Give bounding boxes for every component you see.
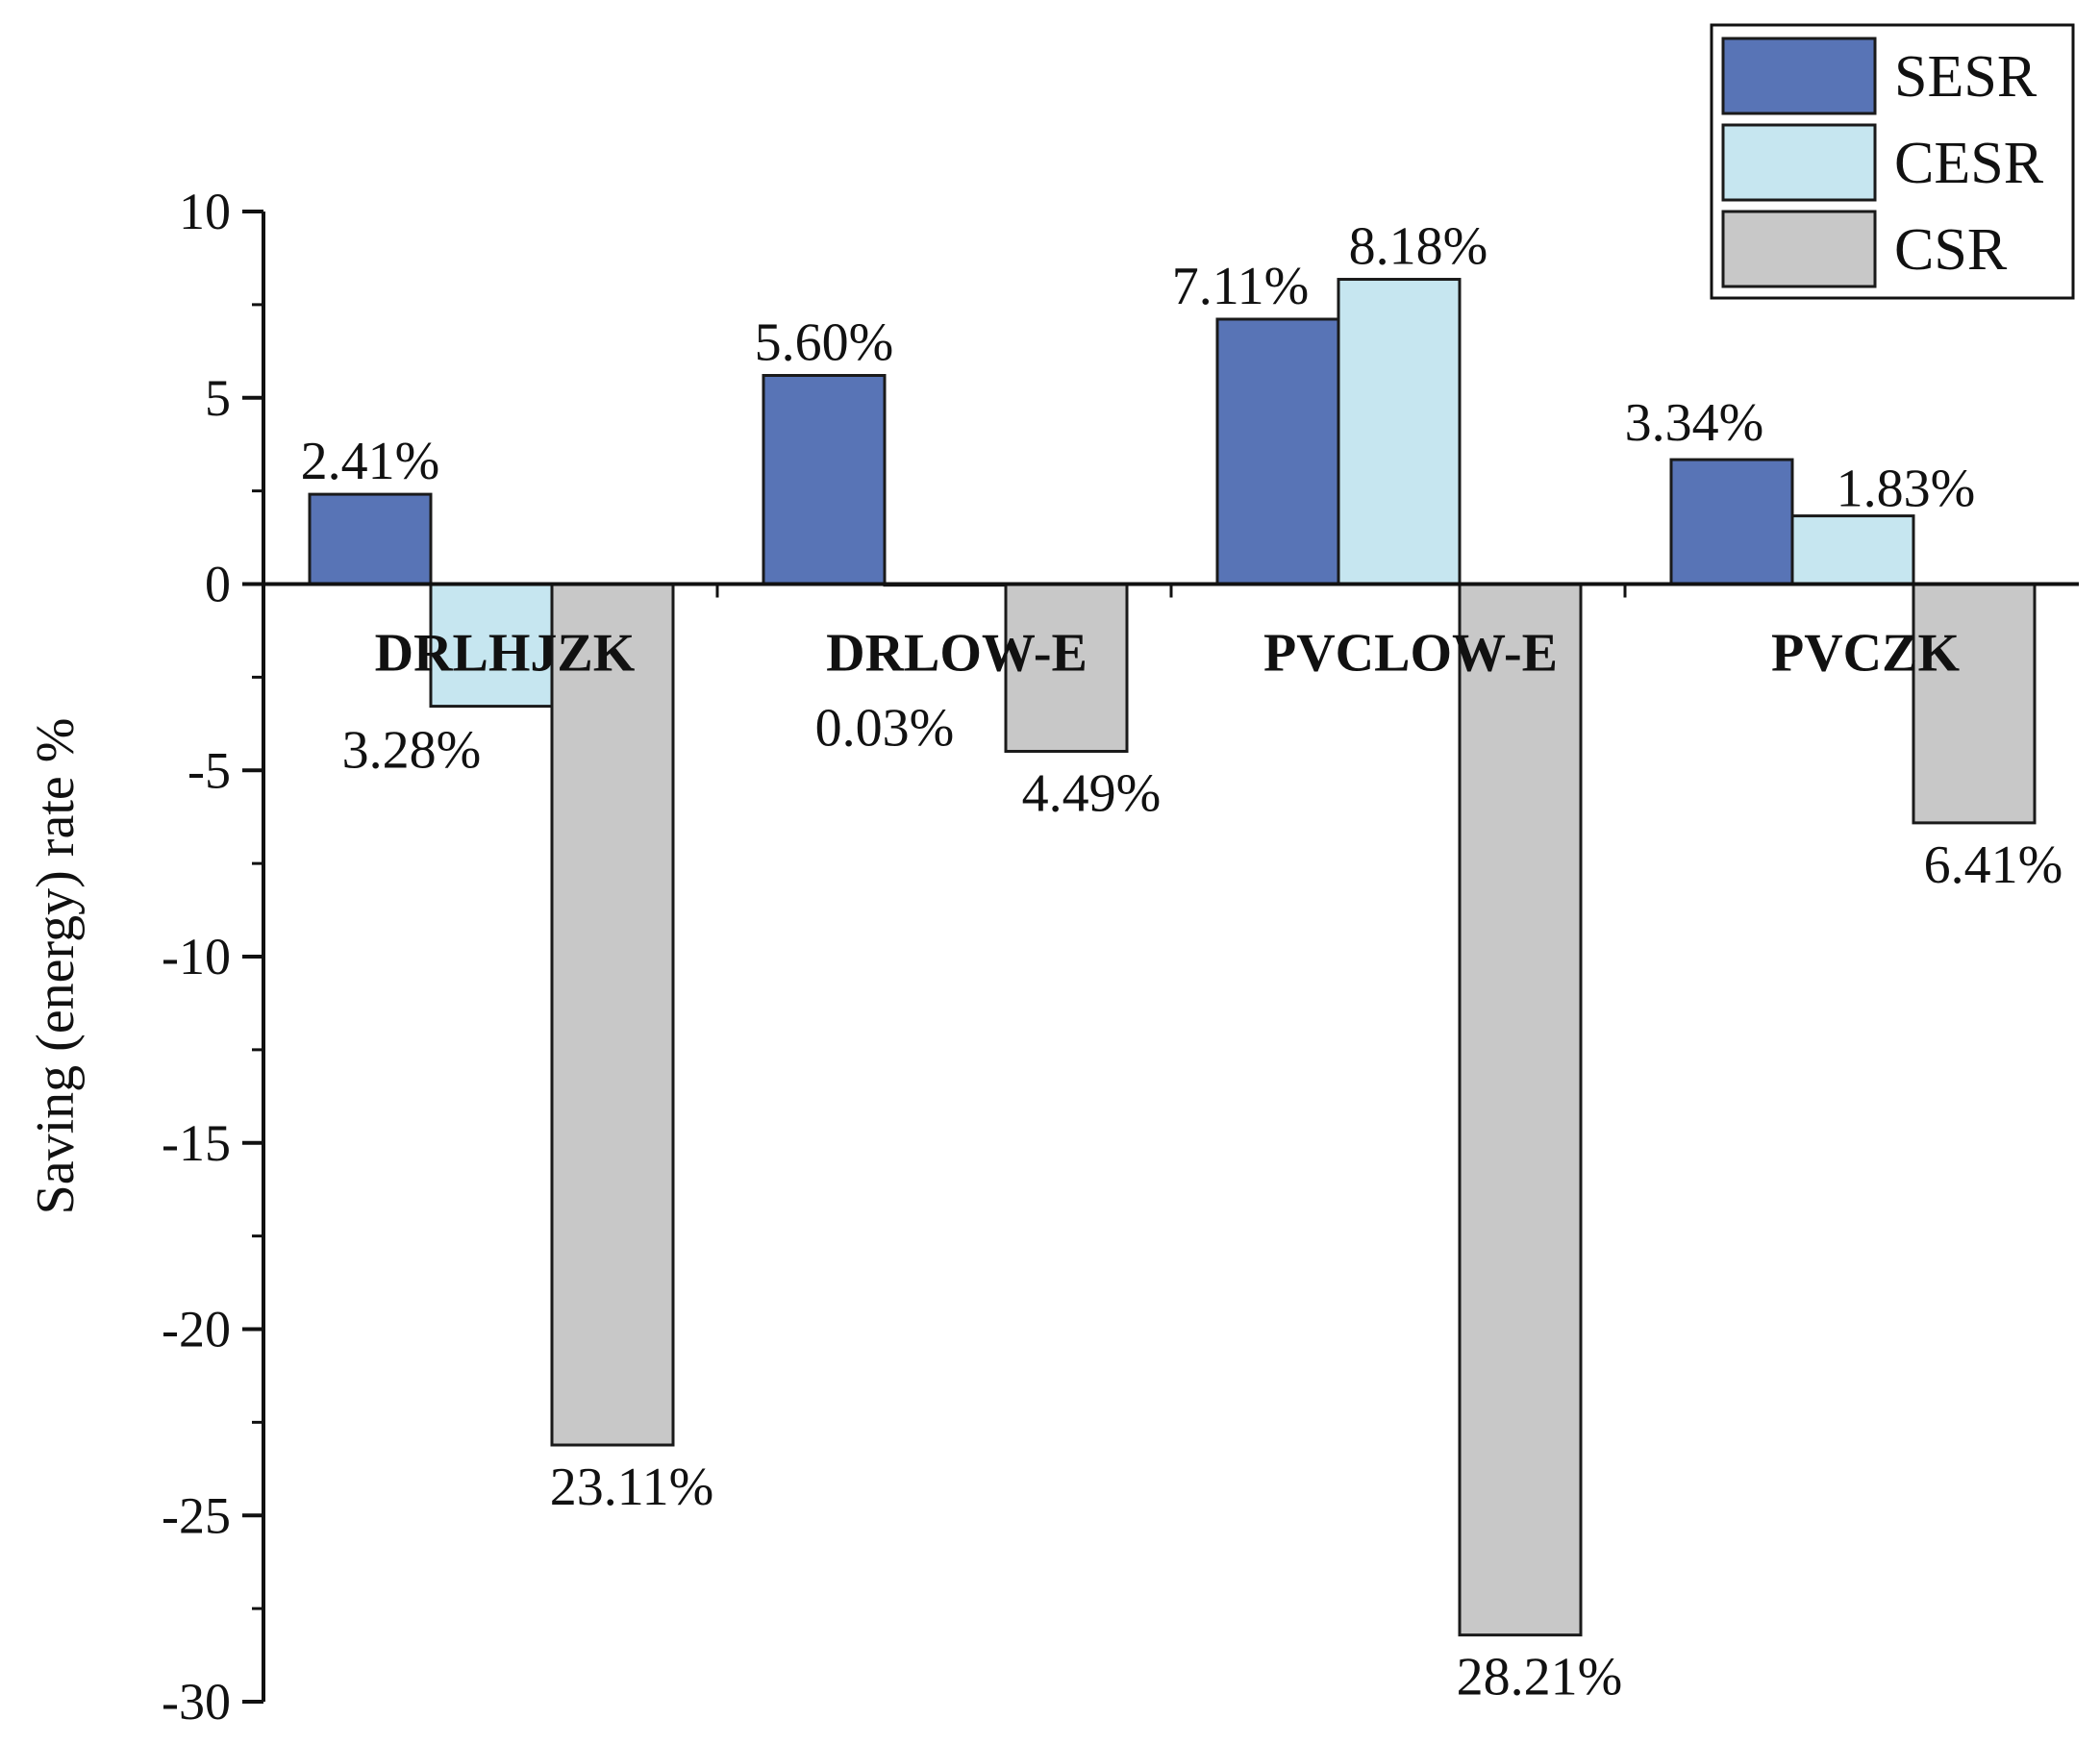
y-tick-label: 0 [205,556,231,613]
data-label-csr-pvclow-e: 28.21% [1457,1648,1623,1707]
bar-csr-drlow-e [1004,583,1129,753]
y-tick-label: 5 [205,369,231,427]
category-label-drlow-e: DRLOW-E [826,624,1088,684]
labels-layer: 2.41% 3.28% 23.11% 5.60% 0.03% 4.49% 7.11% 8.18… [26,183,2062,1731]
legend-swatch-sesr [1721,37,1877,115]
legend-label-cesr: CESR [1894,131,2044,196]
legend-label-csr: CSR [1894,217,2008,283]
bar-sesr-pvclow-e [1215,317,1340,585]
y-axis-title: Saving (energy) rate % [26,718,86,1215]
category-label-pvclow-e: PVCLOW-E [1263,624,1558,684]
data-label-sesr-drlhjzk: 2.41% [301,432,440,491]
legend: SESR CESR CSR [1710,23,2075,300]
data-label-cesr-drlow-e: 0.03% [815,699,955,759]
axes-layer [242,210,2079,1704]
bar-sesr-drlow-e [762,374,887,585]
data-label-csr-drlow-e: 4.49% [1022,763,1162,823]
y-tick-label: -20 [162,1301,231,1358]
legend-label-sesr: SESR [1894,44,2038,110]
bars-layer [308,278,2037,1637]
data-label-sesr-pvclow-e: 7.11% [1172,257,1310,316]
y-tick-label: -15 [162,1114,231,1172]
y-tick-label: -30 [162,1673,231,1731]
bar-csr-drlhjzk [550,583,675,1447]
category-label-pvczk: PVCZK [1771,624,1960,684]
y-tick-label: -25 [162,1486,231,1544]
y-tick-label: -10 [162,928,231,985]
data-label-csr-pvczk: 6.41% [1924,835,2063,895]
data-label-csr-drlhjzk: 23.11% [550,1457,714,1517]
bar-csr-pvczk [1912,583,2037,825]
data-label-cesr-drlhjzk: 3.28% [342,721,482,781]
data-label-cesr-pvclow-e: 8.18% [1349,217,1488,277]
y-tick-label: 10 [179,183,231,240]
bar-sesr-drlhjzk [308,492,433,585]
bar-cesr-pvczk [1790,514,1915,586]
legend-swatch-csr [1721,210,1877,288]
y-tick-label: -5 [188,741,231,799]
data-label-sesr-pvczk: 3.34% [1625,393,1764,453]
legend-swatch-cesr [1721,123,1877,202]
category-label-drlhjzk: DRLHJZK [375,624,636,684]
bar-cesr-pvclow-e [1337,278,1462,585]
bar-sesr-pvczk [1669,458,1794,586]
data-label-sesr-drlow-e: 5.60% [755,313,894,373]
bar-cesr-drlhjzk [429,583,554,709]
data-label-cesr-pvczk: 1.83% [1837,460,1976,519]
bar-csr-pvclow-e [1458,583,1583,1637]
